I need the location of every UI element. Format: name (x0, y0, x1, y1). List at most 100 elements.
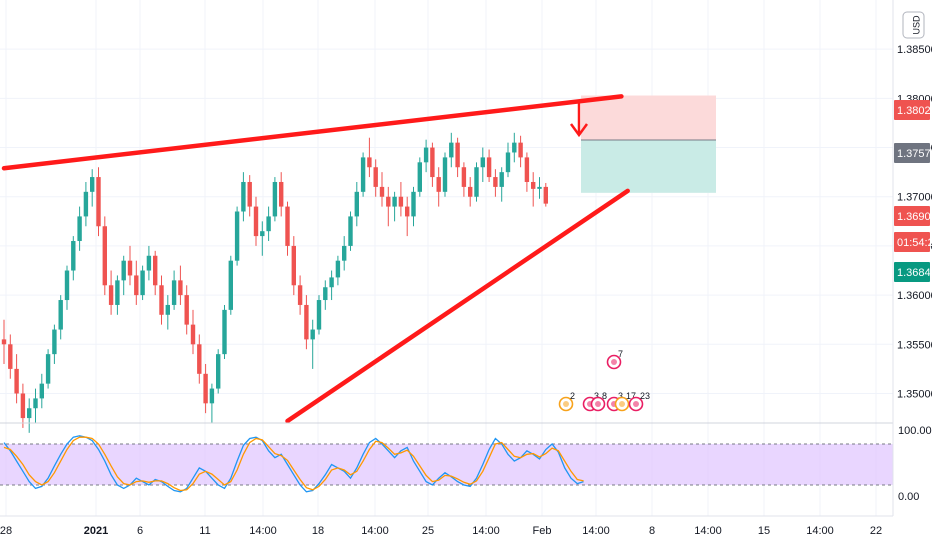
trendlines[interactable] (1, 94, 630, 424)
candle (486, 149, 492, 182)
event-count: 23 (640, 391, 650, 401)
candle (58, 295, 63, 340)
candle (512, 132, 517, 163)
lower-trendline[interactable] (285, 188, 630, 424)
candle (329, 270, 334, 301)
candle-body (512, 142, 517, 153)
candle-body (64, 270, 70, 301)
candle (83, 181, 89, 227)
currency-button[interactable]: USD (902, 11, 925, 39)
candle-body (518, 142, 523, 158)
candle-body (197, 344, 202, 374)
candle (77, 206, 82, 251)
candle (279, 172, 284, 217)
candle (197, 334, 202, 384)
candle (323, 280, 328, 310)
candle-body (184, 295, 189, 325)
candle (518, 135, 523, 168)
price-tag-label: 01:54:27 (897, 237, 932, 249)
candle-body (20, 393, 26, 419)
candle-body (153, 255, 158, 286)
time-tick-label: 14:00 (249, 525, 277, 537)
economic-event[interactable]: 7 (606, 349, 624, 370)
candle-body (499, 172, 504, 187)
candle-body (39, 383, 44, 399)
economic-event[interactable]: 17 (614, 391, 637, 412)
upper-trendline[interactable] (1, 94, 624, 171)
candle-body (367, 157, 372, 168)
event-count: 2 (570, 391, 575, 401)
candle-body (461, 167, 467, 187)
economic-event[interactable]: 8 (590, 391, 608, 412)
economic-event[interactable]: 2 (558, 391, 576, 412)
candle-body (222, 309, 227, 355)
candle (379, 172, 385, 207)
candle (461, 162, 467, 197)
candle-body (171, 280, 177, 305)
candle (102, 216, 107, 296)
candle-body (493, 177, 498, 187)
candle-body (316, 300, 322, 330)
candlestick-series (1, 132, 548, 433)
candle (367, 137, 372, 178)
economic-event[interactable]: 23 (628, 391, 651, 412)
candle (260, 221, 265, 256)
candle-body (386, 196, 391, 207)
candle-body (58, 300, 63, 330)
take-profit-zone[interactable] (581, 139, 716, 193)
candle-body (524, 157, 530, 182)
stochastic-pane (0, 435, 893, 493)
candle (52, 324, 57, 364)
candle (392, 191, 397, 222)
time-tick-label: 28 (0, 525, 12, 537)
time-tick-label: 14:00 (806, 525, 834, 537)
candle-body (190, 324, 196, 345)
candle-body (228, 260, 233, 310)
candle-body (430, 147, 435, 178)
candle (247, 175, 252, 217)
candle-body (1, 339, 7, 345)
event-count: 17 (626, 391, 636, 401)
candle (27, 398, 32, 433)
arrow-head (569, 123, 589, 138)
candle (272, 177, 278, 222)
candle-body (234, 211, 240, 261)
candle (442, 152, 448, 197)
stochastic-tick-label: 100.00 (898, 425, 932, 437)
candle (184, 285, 189, 335)
candle-body (102, 226, 107, 286)
time-tick-label: 14:00 (582, 525, 610, 537)
time-axis[interactable]: 28 2021 6 11 14:00 18 14:00 25 14:00 Feb 14:00 8 14:… (0, 525, 882, 537)
event-count: 3 (594, 391, 599, 401)
candle (310, 319, 315, 369)
candle (153, 250, 158, 296)
candle (474, 162, 479, 202)
candle-body (411, 191, 416, 217)
price-tick-label: 1.35000 (897, 388, 932, 400)
candle (253, 196, 259, 246)
candle-body (247, 181, 252, 207)
price-tag-box (894, 100, 930, 120)
time-tick-label: Feb (533, 525, 552, 537)
position-zones[interactable] (581, 95, 716, 193)
event-count: 7 (618, 349, 623, 359)
price-tick-label: 1.37000 (897, 192, 932, 204)
price-tag-label: 1.38029 (897, 105, 932, 117)
price-tag: 1.36908 (894, 206, 932, 226)
candle (543, 182, 548, 207)
candle-body (285, 206, 290, 246)
candle (411, 186, 416, 227)
price-tag-box (894, 262, 930, 282)
candle (134, 260, 139, 305)
candle (190, 309, 196, 355)
candle-body (417, 162, 422, 192)
candle-body (266, 216, 271, 232)
candle-body (96, 177, 101, 227)
candle (1, 319, 7, 364)
stop-loss-zone[interactable] (581, 95, 716, 140)
candle-body (108, 285, 114, 305)
flag-icon-center (633, 401, 639, 407)
candle (316, 295, 322, 335)
